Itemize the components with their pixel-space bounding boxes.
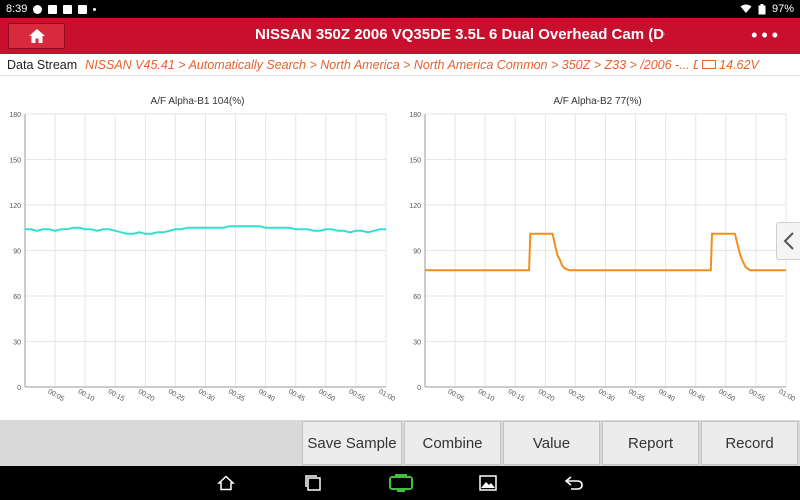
y-tick-label: 120 [9, 203, 21, 210]
record-button[interactable]: Record [701, 421, 798, 465]
battery-status-icon [758, 3, 766, 14]
breadcrumb: Data Stream NISSAN V45.41 > Automaticall… [0, 54, 800, 76]
voltage-readout: 14.62V [702, 58, 759, 72]
x-tick-label: 01:00 [777, 388, 795, 403]
chevron-left-icon [783, 232, 794, 250]
nav-back-button[interactable] [563, 473, 585, 493]
recents-icon [305, 475, 321, 491]
y-tick-label: 120 [409, 203, 421, 210]
x-tick-label: 00:55 [347, 388, 366, 403]
vci-app-button[interactable] [388, 473, 414, 493]
x-tick-label: 00:30 [197, 388, 216, 403]
y-tick-label: 60 [413, 294, 421, 301]
chart-title: A/F Alpha-B1 104(%) [150, 96, 245, 107]
x-tick-label: 00:20 [137, 388, 156, 403]
value-button[interactable]: Value [503, 421, 600, 465]
x-tick-label: 00:30 [597, 388, 616, 403]
app-header: NISSAN 350Z 2006 VQ35DE 3.5L 6 Dual Over… [0, 18, 800, 54]
status-time: 8:39 [6, 3, 28, 15]
x-tick-label: 01:00 [377, 388, 395, 403]
vci-icon [389, 474, 413, 492]
breadcrumb-label: Data Stream [7, 57, 78, 72]
x-tick-label: 00:40 [657, 388, 676, 403]
y-tick-label: 180 [409, 112, 421, 119]
home-button[interactable] [8, 23, 65, 49]
x-tick-label: 00:45 [687, 388, 706, 403]
voltage-value: 14.62V [719, 57, 759, 72]
save-sample-button[interactable]: Save Sample [302, 421, 402, 465]
x-tick-label: 00:50 [317, 388, 336, 403]
series-line [25, 225, 386, 235]
system-nav-bar [0, 466, 800, 500]
vehicle-title: NISSAN 350Z 2006 VQ35DE 3.5L 6 Dual Over… [255, 26, 665, 43]
bottom-toolbar: Save Sample Combine Value Report Record [0, 420, 800, 466]
battery-percent: 97% [771, 3, 794, 15]
x-tick-label: 00:50 [717, 388, 736, 403]
battery-voltage-icon [702, 60, 717, 69]
back-icon [564, 476, 583, 490]
y-tick-label: 0 [417, 385, 421, 392]
series-line [425, 232, 786, 272]
data-stream-graphs: A/F Alpha-B1 104(%) 0 30 60 90 120 150 180 00:0… [0, 76, 800, 420]
nav-home-icon [217, 475, 235, 491]
x-tick-label: 00:55 [747, 388, 766, 403]
nav-recents-button[interactable] [302, 473, 324, 493]
x-tick-label: 00:40 [257, 388, 276, 403]
y-tick-label: 90 [413, 249, 421, 256]
mail-status-icon [48, 4, 58, 14]
x-tick-label: 00:20 [537, 388, 556, 403]
collapse-panel-button[interactable] [776, 222, 800, 260]
more-options-button[interactable]: ••• [751, 25, 782, 45]
chart-title: A/F Alpha-B2 77(%) [553, 96, 642, 107]
mail-status-icon-3 [78, 4, 88, 14]
chart-plot: 0 30 60 90 120 150 180 00:05 00:10 00:15 00:20 00:2… [409, 112, 795, 403]
x-tick-label: 00:35 [627, 388, 646, 403]
nav-home-button[interactable] [215, 473, 237, 493]
x-tick-label: 00:10 [77, 388, 96, 403]
wifi-icon [740, 4, 752, 13]
y-tick-label: 150 [409, 158, 421, 165]
x-tick-label: 00:15 [107, 388, 126, 403]
x-tick-label: 00:05 [446, 388, 465, 403]
gallery-button[interactable] [477, 473, 499, 493]
y-tick-label: 30 [413, 340, 421, 347]
image-icon [479, 475, 497, 491]
x-tick-label: 00:45 [287, 388, 306, 403]
y-tick-label: 60 [13, 294, 21, 301]
x-tick-label: 00:15 [507, 388, 526, 403]
report-button[interactable]: Report [602, 421, 699, 465]
home-icon [28, 29, 45, 43]
settings-status-icon [33, 4, 43, 14]
y-tick-label: 180 [9, 112, 21, 119]
combine-button[interactable]: Combine [404, 421, 501, 465]
y-tick-label: 150 [9, 158, 21, 165]
y-tick-label: 90 [13, 249, 21, 256]
mail-status-icon-2 [63, 4, 73, 14]
x-tick-label: 00:25 [167, 388, 186, 403]
chart-plot: 0 30 60 90 120 150 180 00:05 00:10 00:15 00:20 00:2… [9, 112, 395, 403]
x-tick-label: 00:05 [46, 388, 65, 403]
chart-af-alpha-b1: A/F Alpha-B1 104(%) 0 30 60 90 120 150 180 00:0… [0, 76, 395, 420]
y-tick-label: 30 [13, 340, 21, 347]
y-tick-label: 0 [17, 385, 21, 392]
chart-af-alpha-b2: A/F Alpha-B2 77(%) 0 30 60 90 120 150 180 00:05… [400, 76, 795, 420]
notification-dot-icon [93, 7, 97, 11]
breadcrumb-path: NISSAN V45.41 > Automatically Search > N… [85, 57, 699, 72]
x-tick-label: 00:10 [477, 388, 496, 403]
status-bar: 8:39 97% [0, 0, 800, 18]
x-tick-label: 00:35 [227, 388, 246, 403]
x-tick-label: 00:25 [567, 388, 586, 403]
